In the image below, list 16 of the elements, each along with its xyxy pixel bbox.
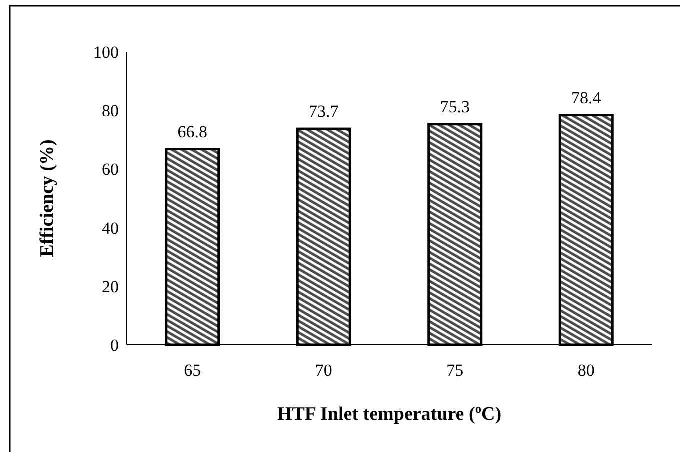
x-tick-label: 70 [315, 361, 332, 380]
x-tick-label: 80 [578, 361, 595, 380]
x-axis-title: HTF Inlet temperature ($^{o}$C) [277, 402, 502, 425]
y-tick-label: 80 [102, 102, 119, 121]
data-label: 78.4 [572, 88, 602, 108]
y-axis-title: Efficiency (%) [37, 140, 58, 258]
y-tick-label: 40 [102, 218, 119, 238]
x-tick-label: 65 [184, 361, 202, 380]
y-tick-label: 0 [110, 336, 119, 355]
data-label: 66.8 [178, 122, 208, 142]
data-label: 75.3 [440, 97, 470, 116]
y-tick-label: 60 [102, 160, 119, 180]
x-tick-label: 75 [446, 361, 464, 380]
y-tick-label: 20 [102, 277, 119, 296]
y-tick-label: 100 [94, 42, 119, 62]
data-label: 73.7 [309, 102, 340, 122]
